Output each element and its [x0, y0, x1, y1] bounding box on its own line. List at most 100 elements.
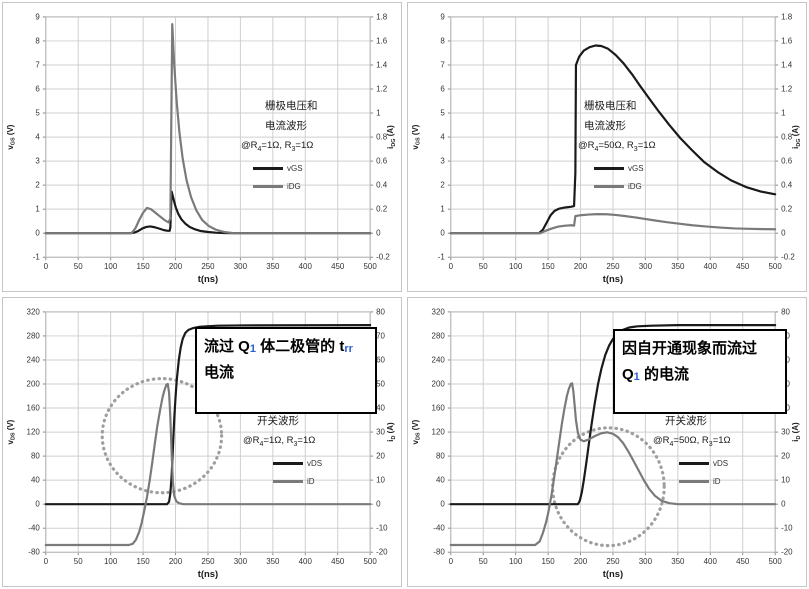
- left-tick-label: 4: [35, 133, 40, 142]
- subscript-text: 1: [249, 343, 256, 355]
- left-tick-label: 4: [440, 133, 445, 142]
- x-tick-label: 250: [606, 557, 620, 566]
- x-tick-label: 200: [169, 557, 183, 566]
- series-curve-vDS: [449, 324, 777, 506]
- right-tick-label: 0.2: [781, 205, 793, 214]
- right-tick-label: 0.8: [376, 133, 388, 142]
- text-run: 因自开通现象而流过: [622, 340, 758, 357]
- x-tick-label: 250: [201, 262, 215, 271]
- x-tick-label: 500: [769, 557, 783, 566]
- legend-label: iD: [307, 476, 315, 486]
- chart-panel-top-right: 0 50 100 150 200 250 300 350 400 450 500 9 8 7 6 5 4 3 2 1 0…: [407, 2, 807, 292]
- axis-letter: v: [6, 439, 15, 444]
- legend-line-swatch: [679, 462, 709, 465]
- callout-box: 因自开通现象而流过 Q1 的电流: [613, 329, 787, 414]
- axis-unit: (A): [386, 125, 395, 139]
- condition-text: @R4=1Ω, R3=1Ω: [241, 139, 318, 156]
- condition-subscript: 3: [708, 440, 713, 448]
- condition-run: =1Ω: [712, 435, 731, 446]
- left-tick-label: -40: [433, 524, 445, 533]
- right-tick-label: 1.4: [376, 60, 388, 69]
- annotation-block: 开关波形 @R4=1Ω, R3=1Ω vDS iD: [243, 414, 322, 495]
- axis-subscript: D: [391, 436, 397, 440]
- condition-subscript: 3: [293, 440, 298, 448]
- condition-subscript: 3: [291, 145, 296, 153]
- chart-canvas-bottom-right: 0 50 100 150 200 250 300 350 400 450 5003202802402…: [411, 307, 802, 580]
- subscript-text: rr: [344, 343, 353, 355]
- legend: vDS iD: [273, 459, 322, 486]
- series-curve-iDG: [449, 213, 777, 235]
- x-tick-label: 500: [364, 262, 378, 271]
- subscript-text: 1: [633, 370, 640, 383]
- legend-item-vDS: vDS: [273, 459, 322, 468]
- legend: vGS iDG: [594, 164, 656, 191]
- condition-subscript: 4: [259, 440, 264, 448]
- chart-panel-bottom-right: 0 50 100 150 200 250 300 350 400 450 500 320 280 240 2…: [407, 297, 807, 587]
- right-tick-label: 1: [376, 109, 381, 118]
- axis-subscript: GS: [11, 137, 17, 145]
- legend-item-iD: iD: [273, 477, 322, 486]
- legend-item-vDS: vDS: [679, 459, 731, 468]
- axis-subscript: DG: [796, 138, 802, 146]
- left-tick-label: 6: [35, 84, 40, 93]
- left-tick-label: 160: [27, 404, 41, 413]
- x-tick-label: 250: [201, 557, 215, 566]
- series-curve-iDG: [44, 23, 372, 235]
- annotation-title-line: 栅极电压和: [265, 100, 318, 112]
- x-tick-label: 500: [364, 557, 378, 566]
- x-tick-label: 200: [574, 262, 588, 271]
- x-tick-label: 450: [331, 557, 345, 566]
- x-tick-label: 0: [44, 557, 49, 566]
- condition-run: =1Ω, R: [263, 435, 294, 446]
- axis-subscript: D: [796, 436, 802, 440]
- left-tick-label: 200: [432, 379, 446, 388]
- condition-run: @R: [243, 435, 260, 446]
- x-tick-label: 100: [509, 262, 523, 271]
- annotation-block: 栅极电压和 电流波形 @R4=50Ω, R3=1Ω vGS iDG: [578, 99, 656, 200]
- left-tick-label: 9: [35, 12, 40, 21]
- right-tick-label: 20: [781, 452, 790, 461]
- left-tick-label: 80: [436, 452, 445, 461]
- x-tick-label: 250: [606, 262, 620, 271]
- series-curve-iD: [449, 382, 777, 547]
- left-tick-label: 280: [432, 331, 446, 340]
- condition-subscript: 4: [257, 145, 262, 153]
- left-tick-label: 1: [35, 205, 40, 214]
- condition-run: =1Ω: [637, 140, 656, 151]
- x-tick-label: 150: [136, 557, 150, 566]
- right-tick-label: 1: [781, 109, 786, 118]
- legend-line-swatch: [253, 185, 283, 188]
- right-tick-label: 30: [781, 428, 790, 437]
- right-tick-label: 1.6: [781, 36, 793, 45]
- x-tick-label: 50: [74, 557, 83, 566]
- axis-letter: v: [6, 145, 15, 150]
- left-tick-label: 40: [436, 476, 445, 485]
- condition-subscript: 4: [669, 440, 674, 448]
- x-axis-title: t(ns): [603, 274, 623, 285]
- text-run: 体二极管的: [255, 338, 340, 355]
- left-tick-label: 6: [440, 84, 445, 93]
- left-tick-label: 240: [27, 355, 41, 364]
- x-tick-label: 200: [574, 557, 588, 566]
- right-tick-label: 0: [781, 229, 786, 238]
- right-tick-label: 1.8: [376, 12, 388, 21]
- legend-item-vGS: vGS: [253, 164, 318, 173]
- callout-line: Q1 的电流: [622, 362, 778, 388]
- right-tick-label: -10: [376, 524, 388, 533]
- axis-subscript: DG: [391, 138, 397, 146]
- x-tick-label: 400: [704, 557, 718, 566]
- x-tick-label: 350: [671, 262, 685, 271]
- axis-subscript: DS: [416, 432, 422, 440]
- axis-unit: (V): [6, 419, 15, 432]
- x-tick-label: 100: [509, 557, 523, 566]
- legend-item-iDG: iDG: [253, 182, 318, 191]
- legend: vDS iD: [679, 459, 731, 486]
- chart-canvas-top-right: 0 50 100 150 200 250 300 350 400 450 5009876543210…: [411, 12, 802, 285]
- left-tick-label: 5: [440, 109, 445, 118]
- plot-frame: [45, 311, 371, 553]
- legend-item-vGS: vGS: [594, 164, 656, 173]
- right-tick-label: -0.2: [781, 253, 795, 262]
- axis-letter: v: [411, 145, 420, 150]
- right-tick-label: 40: [376, 404, 385, 413]
- left-axis-label: vDS (V): [6, 419, 17, 444]
